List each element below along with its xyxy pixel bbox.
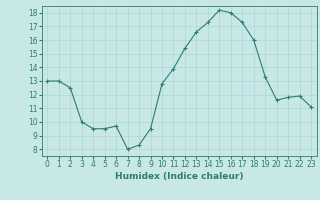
X-axis label: Humidex (Indice chaleur): Humidex (Indice chaleur): [115, 172, 244, 181]
